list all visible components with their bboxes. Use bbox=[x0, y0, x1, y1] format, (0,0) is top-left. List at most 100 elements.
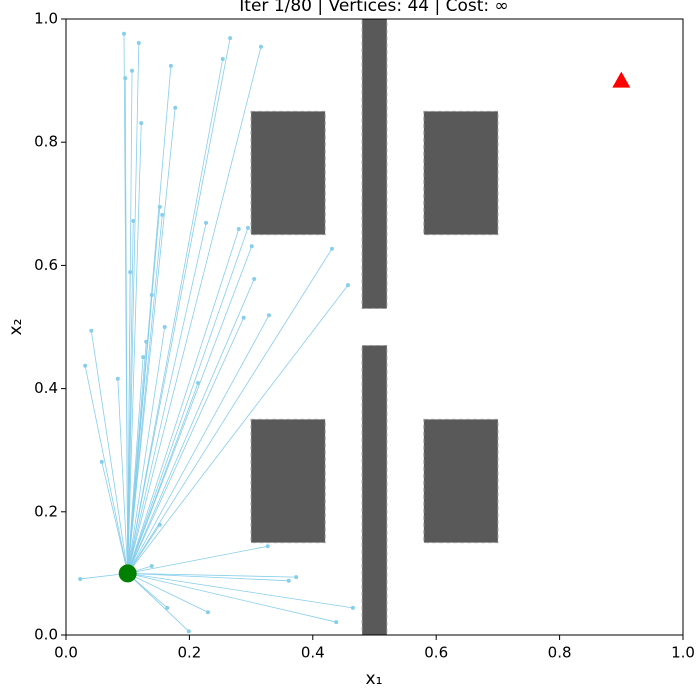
x-tick-label: 1.0 bbox=[671, 644, 695, 662]
tree-edge bbox=[127, 58, 224, 574]
tree-edge bbox=[127, 573, 289, 582]
tree-node bbox=[157, 204, 162, 209]
tree-edge bbox=[127, 228, 240, 574]
y-tick-label: 0.0 bbox=[34, 626, 58, 644]
tree-edge bbox=[127, 123, 142, 574]
tree-node bbox=[205, 610, 210, 615]
tree-edge bbox=[127, 315, 270, 574]
tree-edge bbox=[90, 330, 129, 574]
x-tick-label: 0.2 bbox=[177, 644, 201, 662]
tree-node bbox=[139, 121, 144, 126]
obstacle bbox=[250, 418, 326, 544]
obstacle bbox=[361, 18, 388, 310]
y-tick-label: 0.6 bbox=[34, 256, 58, 274]
tree-edge bbox=[127, 573, 297, 578]
tree-node bbox=[236, 227, 241, 232]
chart-title: Iter 1/80 | Vertices: 44 | Cost: ∞ bbox=[239, 0, 508, 16]
x-tick-label: 0.4 bbox=[301, 644, 325, 662]
tree-node bbox=[241, 315, 246, 320]
tree-node bbox=[128, 270, 133, 275]
tree-node bbox=[83, 363, 88, 368]
tree-edge bbox=[127, 573, 190, 632]
tree-node bbox=[220, 57, 225, 62]
tree-node bbox=[228, 36, 233, 41]
tree-edge bbox=[127, 272, 131, 574]
tree-node bbox=[186, 629, 191, 634]
tree-edge bbox=[127, 382, 199, 574]
tree-edge bbox=[127, 107, 176, 574]
tree-node bbox=[258, 44, 263, 49]
tree-node bbox=[246, 225, 251, 230]
tree-node bbox=[121, 31, 126, 36]
tree-node bbox=[173, 105, 178, 110]
tree-node bbox=[162, 325, 167, 329]
tree-edge bbox=[127, 357, 144, 574]
obstacle bbox=[250, 110, 326, 236]
tree-node bbox=[345, 283, 350, 288]
tree-node bbox=[252, 276, 257, 281]
tree-edge bbox=[127, 246, 253, 574]
tree-edge bbox=[127, 545, 268, 574]
tree-node bbox=[130, 68, 135, 73]
tree-node bbox=[78, 576, 83, 581]
tree-edge bbox=[127, 278, 255, 574]
tree-node bbox=[165, 605, 170, 610]
tree-edge bbox=[127, 43, 140, 574]
y-axis-label: x₂ bbox=[6, 319, 26, 336]
y-tick-label: 0.4 bbox=[34, 379, 58, 397]
tree-edge bbox=[101, 461, 129, 574]
tree-node bbox=[115, 376, 120, 381]
tree-node bbox=[160, 212, 165, 217]
tree-node bbox=[136, 41, 141, 46]
tree-node bbox=[99, 459, 104, 464]
tree-node bbox=[144, 339, 149, 344]
tree-edge bbox=[127, 524, 161, 574]
tree-node bbox=[157, 522, 162, 527]
tree-node bbox=[131, 219, 136, 224]
tree-edge bbox=[127, 38, 231, 574]
tree-edge bbox=[127, 573, 209, 613]
tree-edge bbox=[127, 573, 337, 623]
tree-edge bbox=[127, 46, 262, 574]
goal-point bbox=[612, 71, 631, 88]
tree-edge bbox=[127, 221, 134, 574]
tree-edge bbox=[127, 573, 353, 609]
tree-node bbox=[89, 328, 94, 333]
tree-node bbox=[266, 313, 271, 318]
tree-edge bbox=[127, 317, 245, 574]
tree-node bbox=[265, 544, 270, 549]
tree-edge bbox=[117, 378, 129, 574]
tree-node bbox=[141, 355, 146, 360]
tree-edge bbox=[127, 222, 207, 574]
x-tick-label: 0.0 bbox=[54, 644, 78, 662]
tree-node bbox=[350, 605, 355, 610]
x-tick-label: 0.6 bbox=[424, 644, 448, 662]
tree-node bbox=[334, 620, 339, 625]
y-tick-label: 0.2 bbox=[34, 502, 58, 520]
tree-edge bbox=[127, 227, 249, 574]
obstacle bbox=[361, 344, 388, 636]
x-tick-label: 0.8 bbox=[548, 644, 572, 662]
tree-edge bbox=[124, 78, 129, 574]
tree-node bbox=[204, 220, 209, 225]
tree-edge bbox=[127, 248, 333, 574]
tree-node bbox=[149, 292, 154, 297]
tree-edge bbox=[127, 214, 163, 574]
y-tick-label: 0.8 bbox=[34, 133, 58, 151]
start-point bbox=[118, 564, 137, 583]
x-axis-label: x₁ bbox=[366, 669, 383, 689]
obstacle bbox=[423, 418, 499, 544]
tree-node bbox=[249, 244, 254, 249]
tree-edge bbox=[127, 326, 166, 574]
tree-node bbox=[168, 63, 173, 68]
obstacle bbox=[423, 110, 499, 236]
y-tick-label: 1.0 bbox=[34, 10, 58, 28]
tree-node bbox=[149, 564, 154, 569]
tree-node bbox=[196, 381, 201, 386]
tree-node bbox=[286, 578, 291, 583]
plot-frame bbox=[65, 18, 684, 636]
tree-node bbox=[123, 76, 128, 81]
tree-edge bbox=[84, 365, 129, 574]
tree-node bbox=[294, 575, 299, 580]
